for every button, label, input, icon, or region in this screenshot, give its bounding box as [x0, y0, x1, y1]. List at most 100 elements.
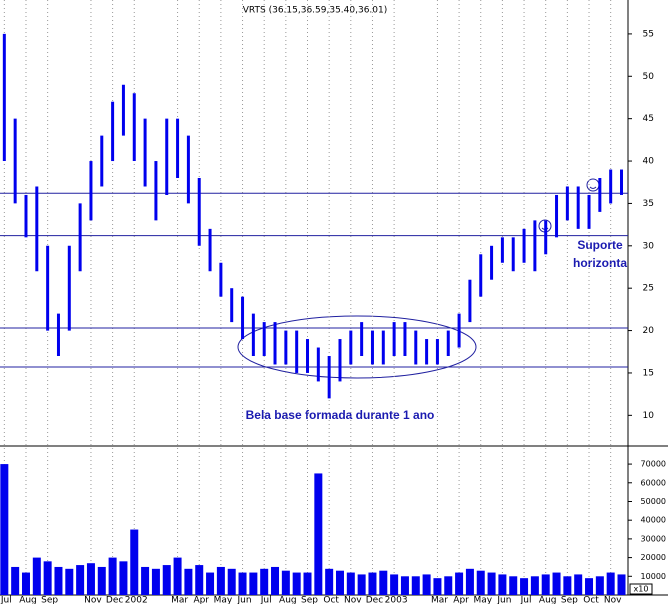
- volume-bar: [422, 574, 431, 595]
- volume-bar: [271, 566, 280, 595]
- x-tick-label: Jun: [237, 596, 252, 605]
- x-tick-label: Aug: [279, 596, 297, 605]
- volume-bar: [541, 574, 550, 595]
- volume-bar: [151, 568, 160, 595]
- x-tick-label: Sep: [561, 596, 578, 605]
- x-tick-label: Nov: [84, 596, 102, 605]
- volume-bar: [509, 576, 518, 595]
- x-tick-label: Dec: [106, 596, 123, 605]
- volume-bar: [606, 572, 615, 595]
- volume-bar: [379, 570, 388, 595]
- volume-bar: [465, 568, 474, 595]
- volume-bar: [216, 566, 225, 595]
- volume-bar: [400, 576, 409, 595]
- volume-bar: [520, 578, 529, 595]
- x-tick-label: 2003: [385, 596, 408, 605]
- volume-bar: [292, 572, 301, 595]
- volume-bar: [119, 561, 128, 595]
- volume-unit: x10: [634, 585, 649, 594]
- volume-bar: [162, 565, 171, 595]
- volume-bar: [455, 572, 464, 595]
- volume-bar: [0, 464, 9, 595]
- volume-bar: [54, 566, 63, 595]
- volume-bar: [314, 473, 323, 595]
- unit-box: [629, 583, 653, 595]
- volume-bar: [411, 576, 420, 595]
- volume-tick-label: 20000: [641, 553, 666, 562]
- volume-bar: [357, 574, 366, 595]
- volume-bar: [433, 578, 442, 595]
- volume-bar: [130, 529, 139, 595]
- x-tick-label: Dec: [366, 596, 383, 605]
- volume-bar: [498, 574, 507, 595]
- volume-bar: [249, 572, 258, 595]
- volume-tick-label: 10000: [641, 572, 666, 581]
- volume-bar: [21, 572, 30, 595]
- volume-bar: [281, 570, 290, 595]
- y-tick-label: 30: [643, 241, 655, 251]
- volume-bar: [617, 574, 626, 595]
- x-tick-label: Jul: [260, 596, 272, 605]
- volume-tick-label: 60000: [641, 478, 666, 487]
- y-tick-label: 25: [643, 284, 654, 294]
- x-tick-label: Apr: [453, 596, 469, 605]
- volume-tick-label: 70000: [641, 460, 666, 469]
- volume-bar: [173, 557, 182, 595]
- volume-bar: [574, 574, 583, 595]
- annotation: horizonta: [573, 256, 627, 270]
- x-tick-label: Jul: [0, 596, 12, 605]
- volume-bar: [346, 572, 355, 595]
- volume-bar: [476, 570, 485, 595]
- x-tick-label: Apr: [193, 596, 209, 605]
- volume-bar: [303, 572, 312, 595]
- volume-bar: [595, 576, 604, 595]
- volume-bar: [206, 572, 215, 595]
- volume-bar: [76, 565, 85, 595]
- volume-bar: [227, 568, 236, 595]
- annotation: Bela base formada durante 1 ano: [246, 408, 435, 422]
- x-tick-label: May: [214, 596, 233, 605]
- y-tick-label: 10: [643, 411, 655, 421]
- base-ellipse: [237, 315, 477, 379]
- y-tick-label: 15: [643, 368, 654, 378]
- volume-bar: [563, 576, 572, 595]
- volume-bar: [325, 568, 334, 595]
- volume-tick-label: 50000: [641, 497, 666, 506]
- volume-bar: [43, 561, 52, 595]
- x-tick-label: Jul: [520, 596, 532, 605]
- x-tick-label: Mar: [171, 596, 188, 605]
- y-tick-label: 55: [643, 29, 654, 39]
- y-tick-label: 35: [643, 199, 654, 209]
- y-tick-label: 40: [643, 157, 655, 167]
- volume-bar: [97, 566, 106, 595]
- volume-tick-label: 40000: [641, 516, 666, 525]
- x-tick-label: Jun: [496, 596, 511, 605]
- volume-bar: [65, 568, 74, 595]
- x-tick-label: Aug: [19, 596, 37, 605]
- x-tick-label: Sep: [301, 596, 318, 605]
- x-tick-label: Nov: [344, 596, 362, 605]
- chart-title: VRTS (36.15,36.59,35.40,36.01): [243, 6, 388, 16]
- x-tick-label: May: [473, 596, 492, 605]
- x-tick-label: Aug: [539, 596, 557, 605]
- volume-tick-label: 30000: [641, 534, 666, 543]
- volume-bar: [487, 572, 496, 595]
- volume-bar: [260, 568, 269, 595]
- volume-bar: [390, 574, 399, 595]
- volume-bar: [195, 565, 204, 595]
- x-tick-label: Oct: [583, 596, 599, 605]
- volume-bar: [368, 572, 377, 595]
- volume-bar: [108, 557, 117, 595]
- x-tick-label: Oct: [323, 596, 339, 605]
- volume-bar: [238, 572, 247, 595]
- volume-bar: [444, 576, 453, 595]
- x-tick-label: Nov: [604, 596, 622, 605]
- volume-bar: [552, 572, 561, 595]
- x-tick-label: Mar: [431, 596, 448, 605]
- volume-bar: [530, 576, 539, 595]
- volume-bar: [184, 568, 193, 595]
- y-tick-label: 20: [643, 326, 655, 336]
- y-tick-label: 45: [643, 114, 654, 124]
- volume-bar: [11, 566, 20, 595]
